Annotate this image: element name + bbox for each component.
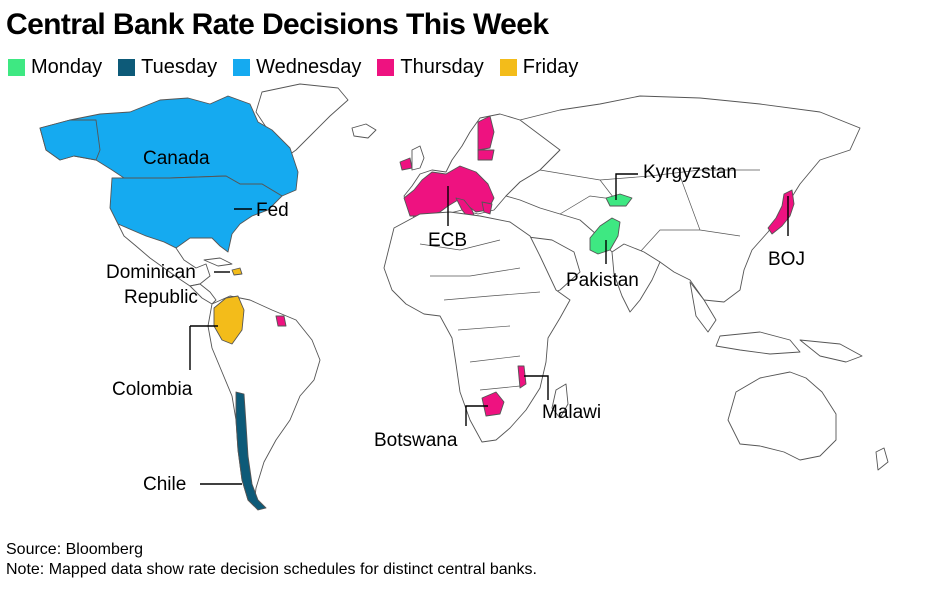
label-botswana: Botswana bbox=[374, 430, 458, 451]
footer: Source: Bloomberg Note: Mapped data show… bbox=[6, 540, 537, 580]
legend-label-wednesday: Wednesday bbox=[256, 56, 362, 78]
central-america-shape bbox=[189, 283, 217, 305]
baltics-shape bbox=[477, 149, 495, 161]
legend-swatch-thursday bbox=[377, 59, 395, 76]
callout-colombia bbox=[189, 325, 218, 370]
legend-label-monday: Monday bbox=[31, 56, 103, 78]
madagascar-shape bbox=[551, 383, 569, 419]
greece-shape bbox=[481, 201, 493, 215]
legend-item-friday: Friday bbox=[499, 56, 579, 79]
label-colombia: Colombia bbox=[112, 379, 193, 400]
legend-item-tuesday: Tuesday bbox=[118, 56, 217, 79]
cuba-shape bbox=[203, 257, 233, 267]
canada-shape bbox=[39, 95, 299, 197]
legend-item-thursday: Thursday bbox=[377, 56, 484, 79]
southeast-asia-shape bbox=[689, 281, 863, 363]
label-dominican-line2: Republic bbox=[124, 287, 198, 308]
label-ecb: ECB bbox=[428, 230, 467, 251]
label-dominican-line1: Dominican bbox=[106, 262, 196, 283]
ireland-shape bbox=[399, 157, 413, 171]
new-zealand-shape bbox=[875, 447, 889, 471]
legend-label-tuesday: Tuesday bbox=[141, 56, 218, 78]
uk-shape bbox=[411, 145, 425, 171]
legend-swatch-friday bbox=[499, 59, 517, 76]
asia-borders bbox=[539, 169, 760, 253]
legend-swatch-monday bbox=[8, 59, 25, 76]
label-chile: Chile bbox=[143, 474, 186, 495]
kyrgyzstan-shape bbox=[605, 193, 633, 207]
australia-shape bbox=[727, 371, 837, 461]
world-map: Canada Fed Dominican Republic Colombia C… bbox=[39, 83, 889, 511]
legend-item-monday: Monday bbox=[8, 56, 102, 79]
legend-label-friday: Friday bbox=[522, 56, 579, 78]
label-kyrgyzstan: Kyrgyzstan bbox=[643, 162, 737, 183]
label-pakistan: Pakistan bbox=[566, 270, 639, 291]
alaska-shape bbox=[39, 119, 101, 161]
malawi-shape bbox=[517, 365, 527, 389]
iceland-shape bbox=[351, 123, 377, 139]
callout-kyrgyzstan bbox=[615, 173, 638, 200]
africa-borders bbox=[419, 239, 541, 391]
source-note: Source: Bloomberg bbox=[6, 541, 143, 558]
finland-shape bbox=[477, 115, 495, 151]
label-malawi: Malawi bbox=[542, 402, 601, 423]
legend-label-thursday: Thursday bbox=[400, 56, 484, 78]
chile-shape bbox=[235, 391, 267, 511]
dominican-republic-shape bbox=[231, 267, 243, 276]
legend-swatch-tuesday bbox=[118, 59, 136, 76]
legend-swatch-wednesday bbox=[233, 59, 251, 76]
india-shape bbox=[611, 243, 661, 313]
label-boj: BOJ bbox=[768, 249, 805, 270]
colombia-shape bbox=[213, 295, 245, 345]
map-note: Note: Mapped data show rate decision sch… bbox=[6, 561, 537, 578]
botswana-shape bbox=[481, 391, 505, 417]
mexico-shape bbox=[117, 223, 211, 287]
south-america-shape bbox=[207, 295, 321, 507]
callout-botswana bbox=[465, 405, 488, 426]
legend-item-wednesday: Wednesday bbox=[233, 56, 361, 79]
french-guiana-shape bbox=[275, 315, 287, 327]
legend: Monday Tuesday Wednesday Thursday Friday bbox=[8, 56, 594, 79]
label-fed: Fed bbox=[256, 200, 289, 221]
callout-malawi bbox=[524, 375, 549, 400]
pakistan-shape bbox=[589, 217, 621, 255]
asia-shape bbox=[505, 95, 861, 303]
label-canada: Canada bbox=[143, 148, 210, 169]
chart-title: Central Bank Rate Decisions This Week bbox=[6, 8, 549, 41]
